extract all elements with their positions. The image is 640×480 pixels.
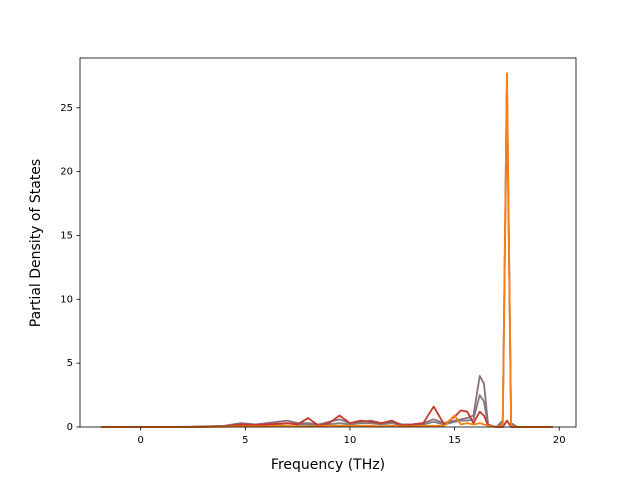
plot-frame bbox=[79, 57, 577, 428]
x-tick-label: 5 bbox=[242, 435, 248, 446]
line bbox=[100, 72, 553, 428]
y-tick-label: 0 bbox=[67, 422, 73, 433]
y-axis-label: Partial Density of States bbox=[28, 159, 44, 327]
line bbox=[100, 94, 553, 428]
x-tick-label: 10 bbox=[344, 435, 357, 446]
x-tick-label: 20 bbox=[553, 435, 566, 446]
x-axis-label: Frequency (THz) bbox=[271, 457, 385, 473]
line bbox=[100, 72, 553, 428]
y-tick-label: 25 bbox=[60, 103, 73, 114]
y-tick-label: 15 bbox=[60, 230, 73, 241]
y-tick-label: 20 bbox=[60, 167, 73, 178]
x-tick-label: 0 bbox=[138, 435, 144, 446]
y-tick-label: 5 bbox=[67, 358, 73, 369]
y-tick-label: 10 bbox=[60, 294, 73, 305]
x-tick-label: 15 bbox=[448, 435, 461, 446]
